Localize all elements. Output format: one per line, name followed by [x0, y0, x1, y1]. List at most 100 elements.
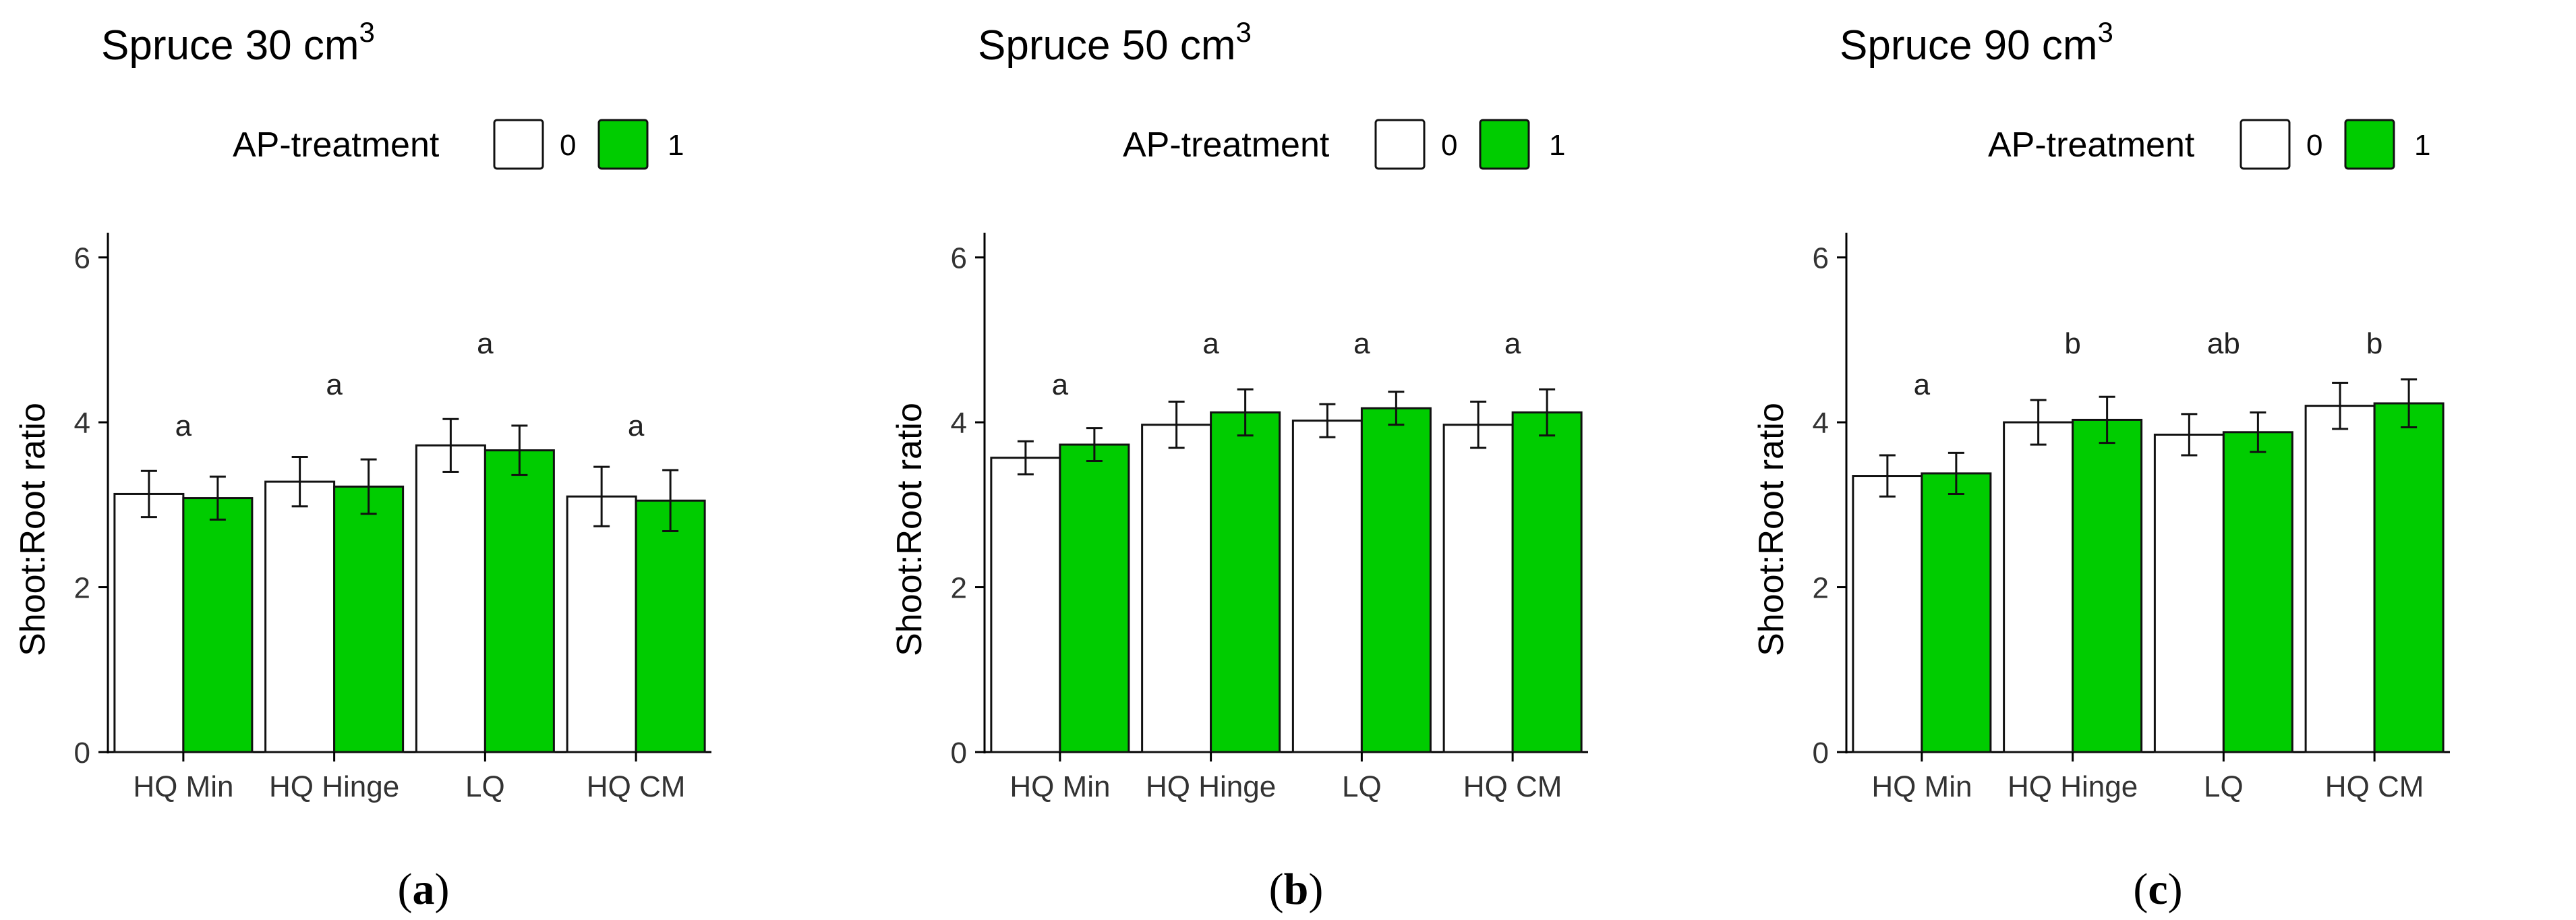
error-bar: [291, 455, 308, 508]
legend-swatch-1: [1479, 119, 1530, 170]
bar-ap1: [1921, 472, 1992, 753]
y-tick-label: 0: [1813, 737, 1829, 770]
legend-swatch-0: [2240, 119, 2291, 170]
legend-swatch-1: [597, 119, 649, 170]
error-bar: [1168, 401, 1185, 449]
significance-letter: a: [477, 327, 494, 360]
significance-letter: b: [2366, 327, 2382, 360]
bar-ap1: [1059, 443, 1130, 753]
x-tick-label: HQ CM: [587, 770, 686, 803]
panel-a: Spruce 30 cm3 AP-treatment 0 1 Shoot:Roo…: [13, 16, 711, 914]
bar-ap0: [415, 444, 486, 753]
legend-label-0: 0: [1441, 129, 1457, 162]
y-axis-label: Shoot:Root ratio: [1752, 403, 1791, 656]
y-tick-label: 2: [74, 572, 90, 605]
significance-letter: ab: [2207, 327, 2240, 360]
bar-ap0: [566, 495, 637, 753]
y-tick-label: 2: [951, 572, 967, 605]
bar-ap1: [1210, 411, 1281, 753]
chart-title: Spruce 30 cm3: [101, 16, 375, 69]
bar-ap0: [1442, 424, 1514, 753]
x-tick-label: HQ Min: [1009, 770, 1110, 803]
error-bar: [1319, 403, 1336, 438]
x-tick-label: HQ Min: [1871, 770, 1972, 803]
legend-title: AP-treatment: [233, 125, 440, 165]
error-bar: [662, 469, 679, 532]
x-tick-label: HQ CM: [1463, 770, 1562, 803]
plot-area: 0 2 4 6 HQ Min a HQ Hinge b LQ ab HQ CM b: [1813, 233, 2450, 803]
bar-ap1: [2222, 431, 2293, 753]
error-bar: [1388, 391, 1405, 426]
significance-letter: a: [1353, 327, 1370, 360]
panel-b: Spruce 50 cm3 AP-treatment 0 1 Shoot:Roo…: [890, 16, 1588, 914]
bar-ap1: [2072, 418, 2143, 753]
error-bar: [2030, 399, 2047, 446]
bar-ap0: [113, 492, 185, 753]
significance-letter: a: [1052, 368, 1069, 401]
panel-label: (a): [398, 865, 450, 914]
bar-ap1: [635, 499, 706, 753]
bar-ap1: [2373, 402, 2445, 753]
error-bar: [2181, 413, 2198, 457]
error-bar: [360, 458, 377, 515]
chart-title: Spruce 50 cm3: [978, 16, 1252, 69]
legend-swatch-0: [1374, 119, 1426, 170]
x-tick-label: HQ Hinge: [1146, 770, 1276, 803]
bar-ap0: [1852, 475, 1923, 753]
legend-title: AP-treatment: [1988, 125, 2195, 165]
error-bar: [593, 465, 610, 527]
y-tick-label: 6: [951, 242, 967, 275]
legend: AP-treatment 0 1: [233, 119, 684, 170]
y-tick-label: 6: [1813, 242, 1829, 275]
error-bar: [1879, 454, 1896, 498]
significance-letter: a: [1504, 327, 1521, 360]
bar-ap1: [1360, 407, 1432, 753]
bar-ap1: [1511, 411, 1583, 753]
legend: AP-treatment 0 1: [1988, 119, 2430, 170]
significance-letter: a: [1914, 368, 1931, 401]
significance-letter: a: [1202, 327, 1219, 360]
legend-label-1: 1: [2414, 129, 2430, 162]
x-tick-label: HQ CM: [2325, 770, 2424, 803]
panel-label: (c): [2133, 865, 2182, 914]
y-tick-label: 6: [74, 242, 90, 275]
significance-letter: b: [2064, 327, 2080, 360]
error-bar: [1086, 427, 1103, 463]
x-tick-label: HQ Min: [133, 770, 233, 803]
legend-swatch-1: [2344, 119, 2395, 170]
error-bar: [511, 424, 528, 476]
significance-letter: a: [628, 409, 645, 442]
legend-title: AP-treatment: [1123, 125, 1330, 165]
error-bar: [2250, 411, 2266, 453]
error-bar: [1017, 440, 1034, 476]
bar-ap0: [2153, 433, 2225, 753]
panel-label: (b): [1269, 865, 1324, 914]
y-axis-label: Shoot:Root ratio: [890, 403, 929, 656]
y-tick-label: 4: [951, 407, 967, 440]
legend-swatch-0: [493, 119, 544, 170]
error-bar: [209, 476, 226, 521]
legend-label-0: 0: [560, 129, 576, 162]
x-tick-label: LQ: [465, 770, 505, 803]
chart-title: Spruce 90 cm3: [1840, 16, 2113, 69]
panel-c: Spruce 90 cm3 AP-treatment 0 1 Shoot:Roo…: [1752, 16, 2450, 914]
legend-label-1: 1: [1549, 129, 1565, 162]
bar-ap1: [182, 497, 254, 753]
error-bar: [1948, 451, 1964, 495]
bar-ap0: [2304, 405, 2376, 753]
bar-ap0: [990, 457, 1061, 753]
error-bar: [2401, 378, 2418, 428]
y-tick-label: 0: [951, 737, 967, 770]
bar-ap0: [1141, 424, 1212, 753]
legend-label-0: 0: [2306, 129, 2322, 162]
error-bar: [2099, 395, 2115, 444]
y-tick-label: 4: [74, 407, 90, 440]
error-bar: [1470, 401, 1487, 449]
error-bar: [2332, 381, 2349, 430]
y-tick-label: 0: [74, 737, 90, 770]
legend: AP-treatment 0 1: [1123, 119, 1565, 170]
y-axis-label: Shoot:Root ratio: [13, 403, 53, 656]
bar-ap1: [333, 485, 405, 753]
error-bar: [442, 418, 459, 473]
